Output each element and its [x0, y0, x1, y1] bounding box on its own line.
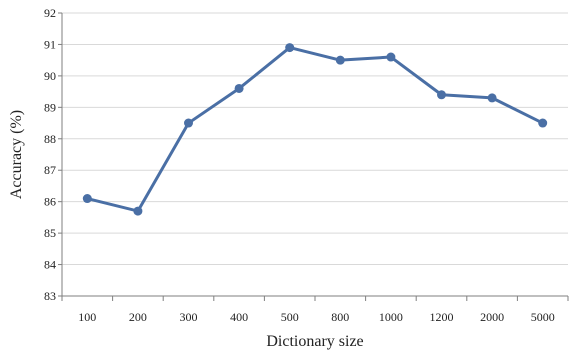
axis-layer: 83 84 85 86 87 88 89 90 91 92 100 200 300 400 500 800 10…	[44, 6, 569, 324]
data-point	[133, 206, 143, 216]
y-tick-label: 89	[44, 100, 56, 114]
y-tick-label: 83	[44, 289, 56, 303]
y-tick-label: 87	[44, 163, 56, 177]
data-point	[184, 118, 193, 128]
y-tick-label: 91	[44, 37, 56, 51]
data-point	[82, 194, 92, 204]
y-tick-label: 84	[44, 258, 56, 272]
y-axis-title: Accuracy (%)	[8, 110, 25, 199]
x-tick-label: 200	[129, 310, 147, 324]
x-tick-label: 5000	[531, 310, 555, 324]
x-tick-label: 2000	[480, 310, 504, 324]
y-tick-label: 92	[44, 6, 56, 20]
y-tick-label: 88	[44, 132, 56, 146]
x-tick-label: 300	[180, 310, 198, 324]
series-line	[86, 46, 544, 213]
data-point	[437, 90, 446, 100]
x-tick-label: 500	[281, 310, 299, 324]
data-point	[234, 83, 244, 93]
data-point	[487, 93, 497, 103]
data-point	[335, 55, 345, 65]
data-point	[285, 43, 295, 53]
x-tick-label: 1200	[430, 310, 454, 324]
y-tick-label: 86	[44, 195, 56, 209]
x-tick-label: 100	[78, 310, 96, 324]
y-tick-label: 90	[44, 69, 56, 83]
grid-layer	[62, 12, 568, 266]
x-tick-label: 800	[331, 310, 349, 324]
y-tick-label: 85	[44, 226, 56, 240]
data-point	[386, 52, 396, 62]
x-axis-title: Dictionary size	[266, 333, 363, 350]
x-tick-label: 400	[230, 310, 248, 324]
data-point	[538, 118, 548, 128]
x-tick-label: 1000	[379, 310, 403, 324]
series-layer	[82, 43, 548, 216]
